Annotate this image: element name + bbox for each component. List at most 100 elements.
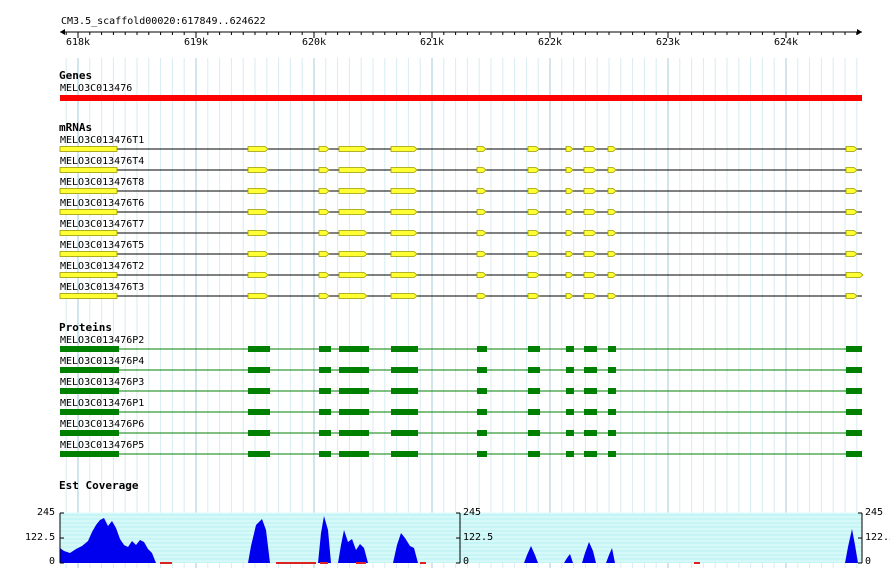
protein-feature[interactable] — [60, 430, 862, 436]
coverage-axis-label: 122.5 — [463, 532, 494, 543]
coverage-axis-label: 0 — [865, 556, 872, 567]
protein-block — [566, 430, 574, 436]
protein-label[interactable]: MELO3C013476P5 — [60, 440, 145, 451]
protein-block — [319, 346, 331, 352]
mrna-feature[interactable] — [59, 293, 862, 299]
exon-block — [565, 230, 574, 236]
protein-block — [584, 409, 597, 415]
mrna-label[interactable]: MELO3C013476T6 — [60, 198, 145, 209]
mrna-label[interactable]: MELO3C013476T4 — [60, 156, 145, 167]
protein-label[interactable]: MELO3C013476P3 — [60, 377, 145, 388]
exon-block — [583, 188, 597, 194]
proteins-track-title: Proteins — [59, 321, 112, 334]
exon-block — [845, 167, 858, 173]
mrna-feature[interactable] — [59, 146, 862, 152]
exon-block — [247, 251, 269, 257]
exon-block — [565, 209, 574, 215]
exon-block — [476, 293, 487, 299]
protein-feature[interactable] — [60, 451, 862, 457]
mrna-feature[interactable] — [59, 272, 864, 278]
ruler-tick-label: 622k — [538, 37, 563, 48]
mrna-feature[interactable] — [59, 230, 862, 236]
gene-feature-bar[interactable] — [60, 95, 862, 101]
exon-block — [583, 209, 597, 215]
protein-block — [319, 451, 331, 457]
protein-block — [608, 388, 616, 394]
mrna-label[interactable]: MELO3C013476T5 — [60, 240, 145, 251]
protein-block — [391, 388, 418, 394]
exon-block — [845, 272, 864, 278]
exon-block — [607, 188, 617, 194]
exon-block — [476, 209, 487, 215]
protein-label[interactable]: MELO3C013476P1 — [60, 398, 145, 409]
exon-block — [565, 293, 574, 299]
exon-block — [565, 146, 574, 152]
protein-block — [608, 409, 616, 415]
exon-block — [607, 230, 617, 236]
protein-block — [566, 388, 574, 394]
protein-block — [528, 409, 540, 415]
exon-block — [338, 146, 368, 152]
protein-block — [528, 451, 540, 457]
protein-label[interactable]: MELO3C013476P4 — [60, 356, 145, 367]
protein-block — [319, 367, 331, 373]
protein-block — [248, 346, 270, 352]
protein-block — [339, 346, 369, 352]
exon-block — [583, 146, 597, 152]
mrna-feature[interactable] — [59, 251, 862, 257]
protein-block — [391, 367, 418, 373]
protein-block — [60, 346, 119, 352]
exon-block — [390, 230, 418, 236]
protein-label[interactable]: MELO3C013476P2 — [60, 335, 145, 346]
mrna-label[interactable]: MELO3C013476T2 — [60, 261, 145, 272]
protein-block — [566, 367, 574, 373]
protein-block — [477, 451, 487, 457]
mrna-label[interactable]: MELO3C013476T7 — [60, 219, 145, 230]
exon-block — [845, 209, 858, 215]
protein-block — [608, 346, 616, 352]
protein-label[interactable]: MELO3C013476P6 — [60, 419, 145, 430]
mrna-feature[interactable] — [59, 167, 862, 173]
protein-feature[interactable] — [60, 346, 862, 352]
protein-block — [584, 430, 597, 436]
protein-block — [608, 430, 616, 436]
coverage-area — [60, 516, 858, 563]
exon-block — [476, 272, 487, 278]
exon-block — [476, 167, 487, 173]
mrna-label[interactable]: MELO3C013476T1 — [60, 135, 145, 146]
protein-block — [60, 367, 119, 373]
protein-feature[interactable] — [60, 388, 862, 394]
protein-block — [528, 367, 540, 373]
utr-block — [59, 167, 118, 173]
mrna-label[interactable]: MELO3C013476T3 — [60, 282, 145, 293]
exon-block — [527, 188, 540, 194]
protein-block — [339, 430, 369, 436]
protein-block — [584, 346, 597, 352]
protein-block — [846, 430, 862, 436]
protein-block — [248, 388, 270, 394]
ruler-tick-label: 624k — [774, 37, 799, 48]
protein-feature[interactable] — [60, 409, 862, 415]
utr-block — [59, 251, 118, 257]
position-ruler[interactable] — [0, 0, 890, 60]
protein-feature[interactable] — [60, 367, 862, 373]
mrna-feature[interactable] — [59, 188, 862, 194]
protein-block — [846, 367, 862, 373]
exon-block — [247, 167, 269, 173]
exon-block — [247, 209, 269, 215]
mrna-feature[interactable] — [59, 209, 862, 215]
protein-block — [319, 409, 331, 415]
protein-block — [846, 451, 862, 457]
protein-block — [248, 367, 270, 373]
gene-label[interactable]: MELO3C013476 — [60, 83, 133, 94]
protein-block — [584, 451, 597, 457]
protein-block — [339, 388, 369, 394]
mrna-label[interactable]: MELO3C013476T8 — [60, 177, 145, 188]
exon-block — [390, 167, 418, 173]
utr-block — [59, 230, 118, 236]
protein-block — [566, 451, 574, 457]
protein-block — [477, 388, 487, 394]
